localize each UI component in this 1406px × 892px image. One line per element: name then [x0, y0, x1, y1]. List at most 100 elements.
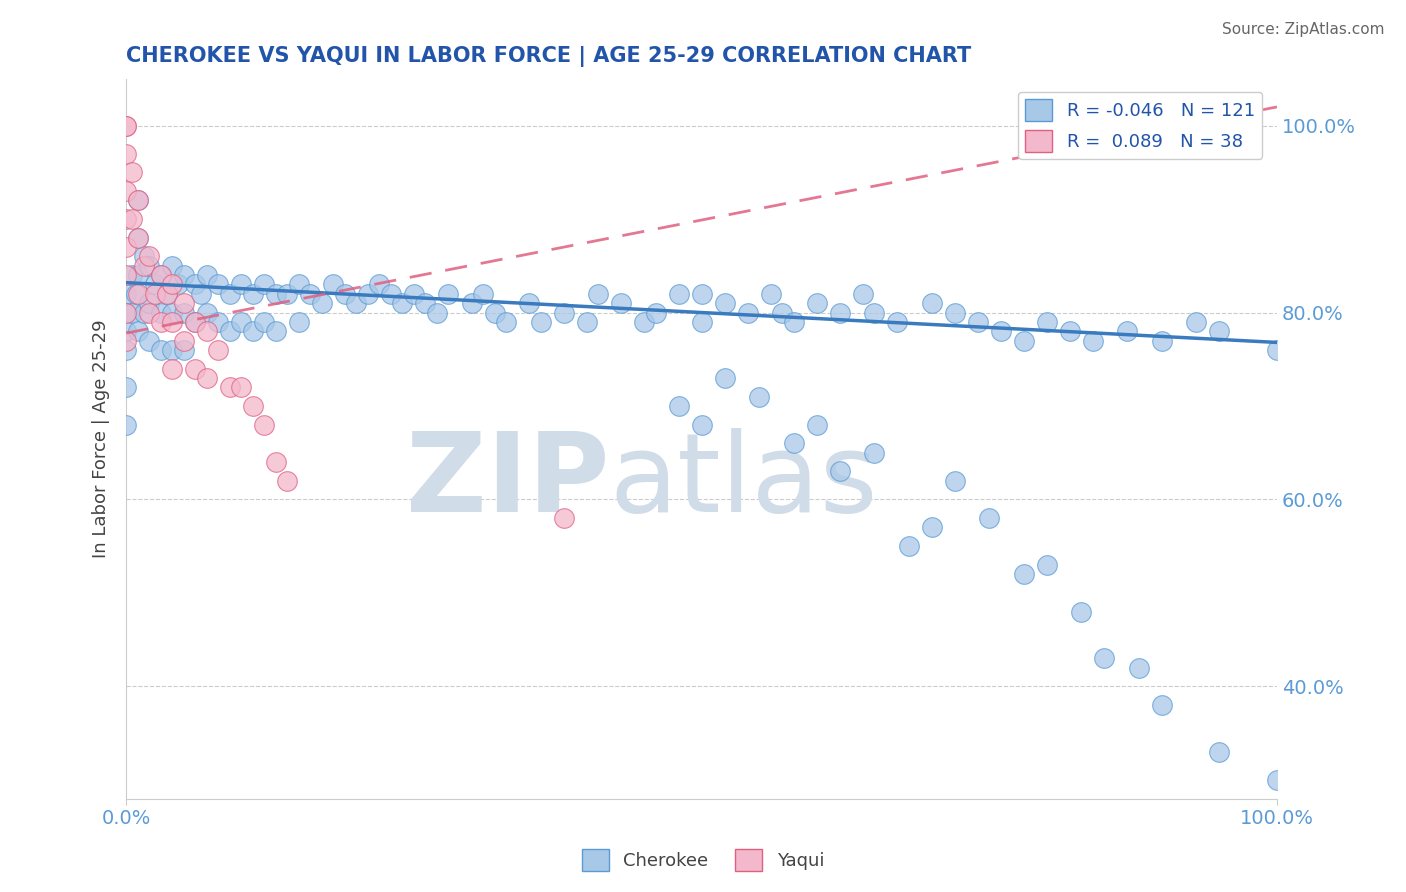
- Point: [770, 305, 793, 319]
- Point: [127, 231, 149, 245]
- Y-axis label: In Labor Force | Age 25-29: In Labor Force | Age 25-29: [93, 319, 110, 558]
- Point: [138, 296, 160, 310]
- Point: [415, 296, 437, 310]
- Point: [288, 315, 311, 329]
- Point: [127, 286, 149, 301]
- Point: [828, 464, 851, 478]
- Point: [242, 399, 264, 413]
- Point: [115, 324, 138, 338]
- Point: [173, 343, 195, 357]
- Point: [207, 343, 229, 357]
- Point: [322, 277, 344, 292]
- Point: [644, 305, 666, 319]
- Point: [806, 417, 828, 432]
- Point: [668, 399, 690, 413]
- Point: [115, 380, 138, 394]
- Point: [1265, 772, 1288, 787]
- Point: [231, 380, 253, 394]
- Point: [368, 277, 391, 292]
- Text: Source: ZipAtlas.com: Source: ZipAtlas.com: [1222, 22, 1385, 37]
- Point: [690, 315, 713, 329]
- Point: [346, 296, 368, 310]
- Point: [132, 250, 155, 264]
- Point: [311, 296, 333, 310]
- Point: [1116, 324, 1139, 338]
- Point: [115, 212, 138, 227]
- Point: [253, 315, 276, 329]
- Point: [1059, 324, 1081, 338]
- Point: [1208, 324, 1230, 338]
- Point: [132, 259, 155, 273]
- Point: [737, 305, 759, 319]
- Point: [783, 436, 806, 450]
- Point: [184, 361, 207, 376]
- Point: [437, 286, 460, 301]
- Point: [921, 520, 943, 534]
- Point: [990, 324, 1012, 338]
- Point: [253, 417, 276, 432]
- Point: [190, 286, 212, 301]
- Point: [472, 286, 495, 301]
- Point: [115, 240, 138, 254]
- Point: [149, 315, 172, 329]
- Point: [167, 277, 190, 292]
- Point: [1128, 661, 1150, 675]
- Legend: Cherokee, Yaqui: Cherokee, Yaqui: [575, 842, 831, 879]
- Point: [143, 286, 166, 301]
- Point: [149, 268, 172, 282]
- Point: [132, 305, 155, 319]
- Point: [127, 194, 149, 208]
- Point: [121, 165, 143, 179]
- Point: [162, 277, 184, 292]
- Point: [288, 277, 311, 292]
- Point: [115, 184, 138, 198]
- Point: [149, 343, 172, 357]
- Point: [1150, 698, 1173, 712]
- Point: [138, 334, 160, 348]
- Point: [264, 324, 287, 338]
- Point: [586, 286, 609, 301]
- Point: [121, 212, 143, 227]
- Point: [1185, 315, 1208, 329]
- Point: [115, 305, 138, 319]
- Point: [264, 455, 287, 469]
- Point: [162, 361, 184, 376]
- Point: [115, 286, 138, 301]
- Point: [495, 315, 517, 329]
- Point: [553, 511, 575, 525]
- Point: [184, 315, 207, 329]
- Point: [127, 268, 149, 282]
- Point: [162, 315, 184, 329]
- Point: [143, 277, 166, 292]
- Point: [610, 296, 633, 310]
- Point: [668, 286, 690, 301]
- Point: [162, 259, 184, 273]
- Point: [1092, 651, 1115, 665]
- Point: [1036, 558, 1059, 572]
- Point: [115, 146, 138, 161]
- Point: [357, 286, 380, 301]
- Point: [1265, 343, 1288, 357]
- Point: [276, 286, 298, 301]
- Point: [979, 511, 1001, 525]
- Point: [713, 371, 735, 385]
- Point: [713, 296, 735, 310]
- Point: [115, 343, 138, 357]
- Point: [173, 268, 195, 282]
- Point: [1081, 334, 1104, 348]
- Point: [529, 315, 551, 329]
- Point: [690, 417, 713, 432]
- Point: [1036, 315, 1059, 329]
- Point: [162, 343, 184, 357]
- Point: [127, 231, 149, 245]
- Point: [863, 305, 886, 319]
- Point: [115, 417, 138, 432]
- Point: [484, 305, 506, 319]
- Point: [783, 315, 806, 329]
- Point: [138, 259, 160, 273]
- Point: [460, 296, 482, 310]
- Point: [138, 250, 160, 264]
- Point: [173, 305, 195, 319]
- Point: [943, 305, 966, 319]
- Point: [127, 324, 149, 338]
